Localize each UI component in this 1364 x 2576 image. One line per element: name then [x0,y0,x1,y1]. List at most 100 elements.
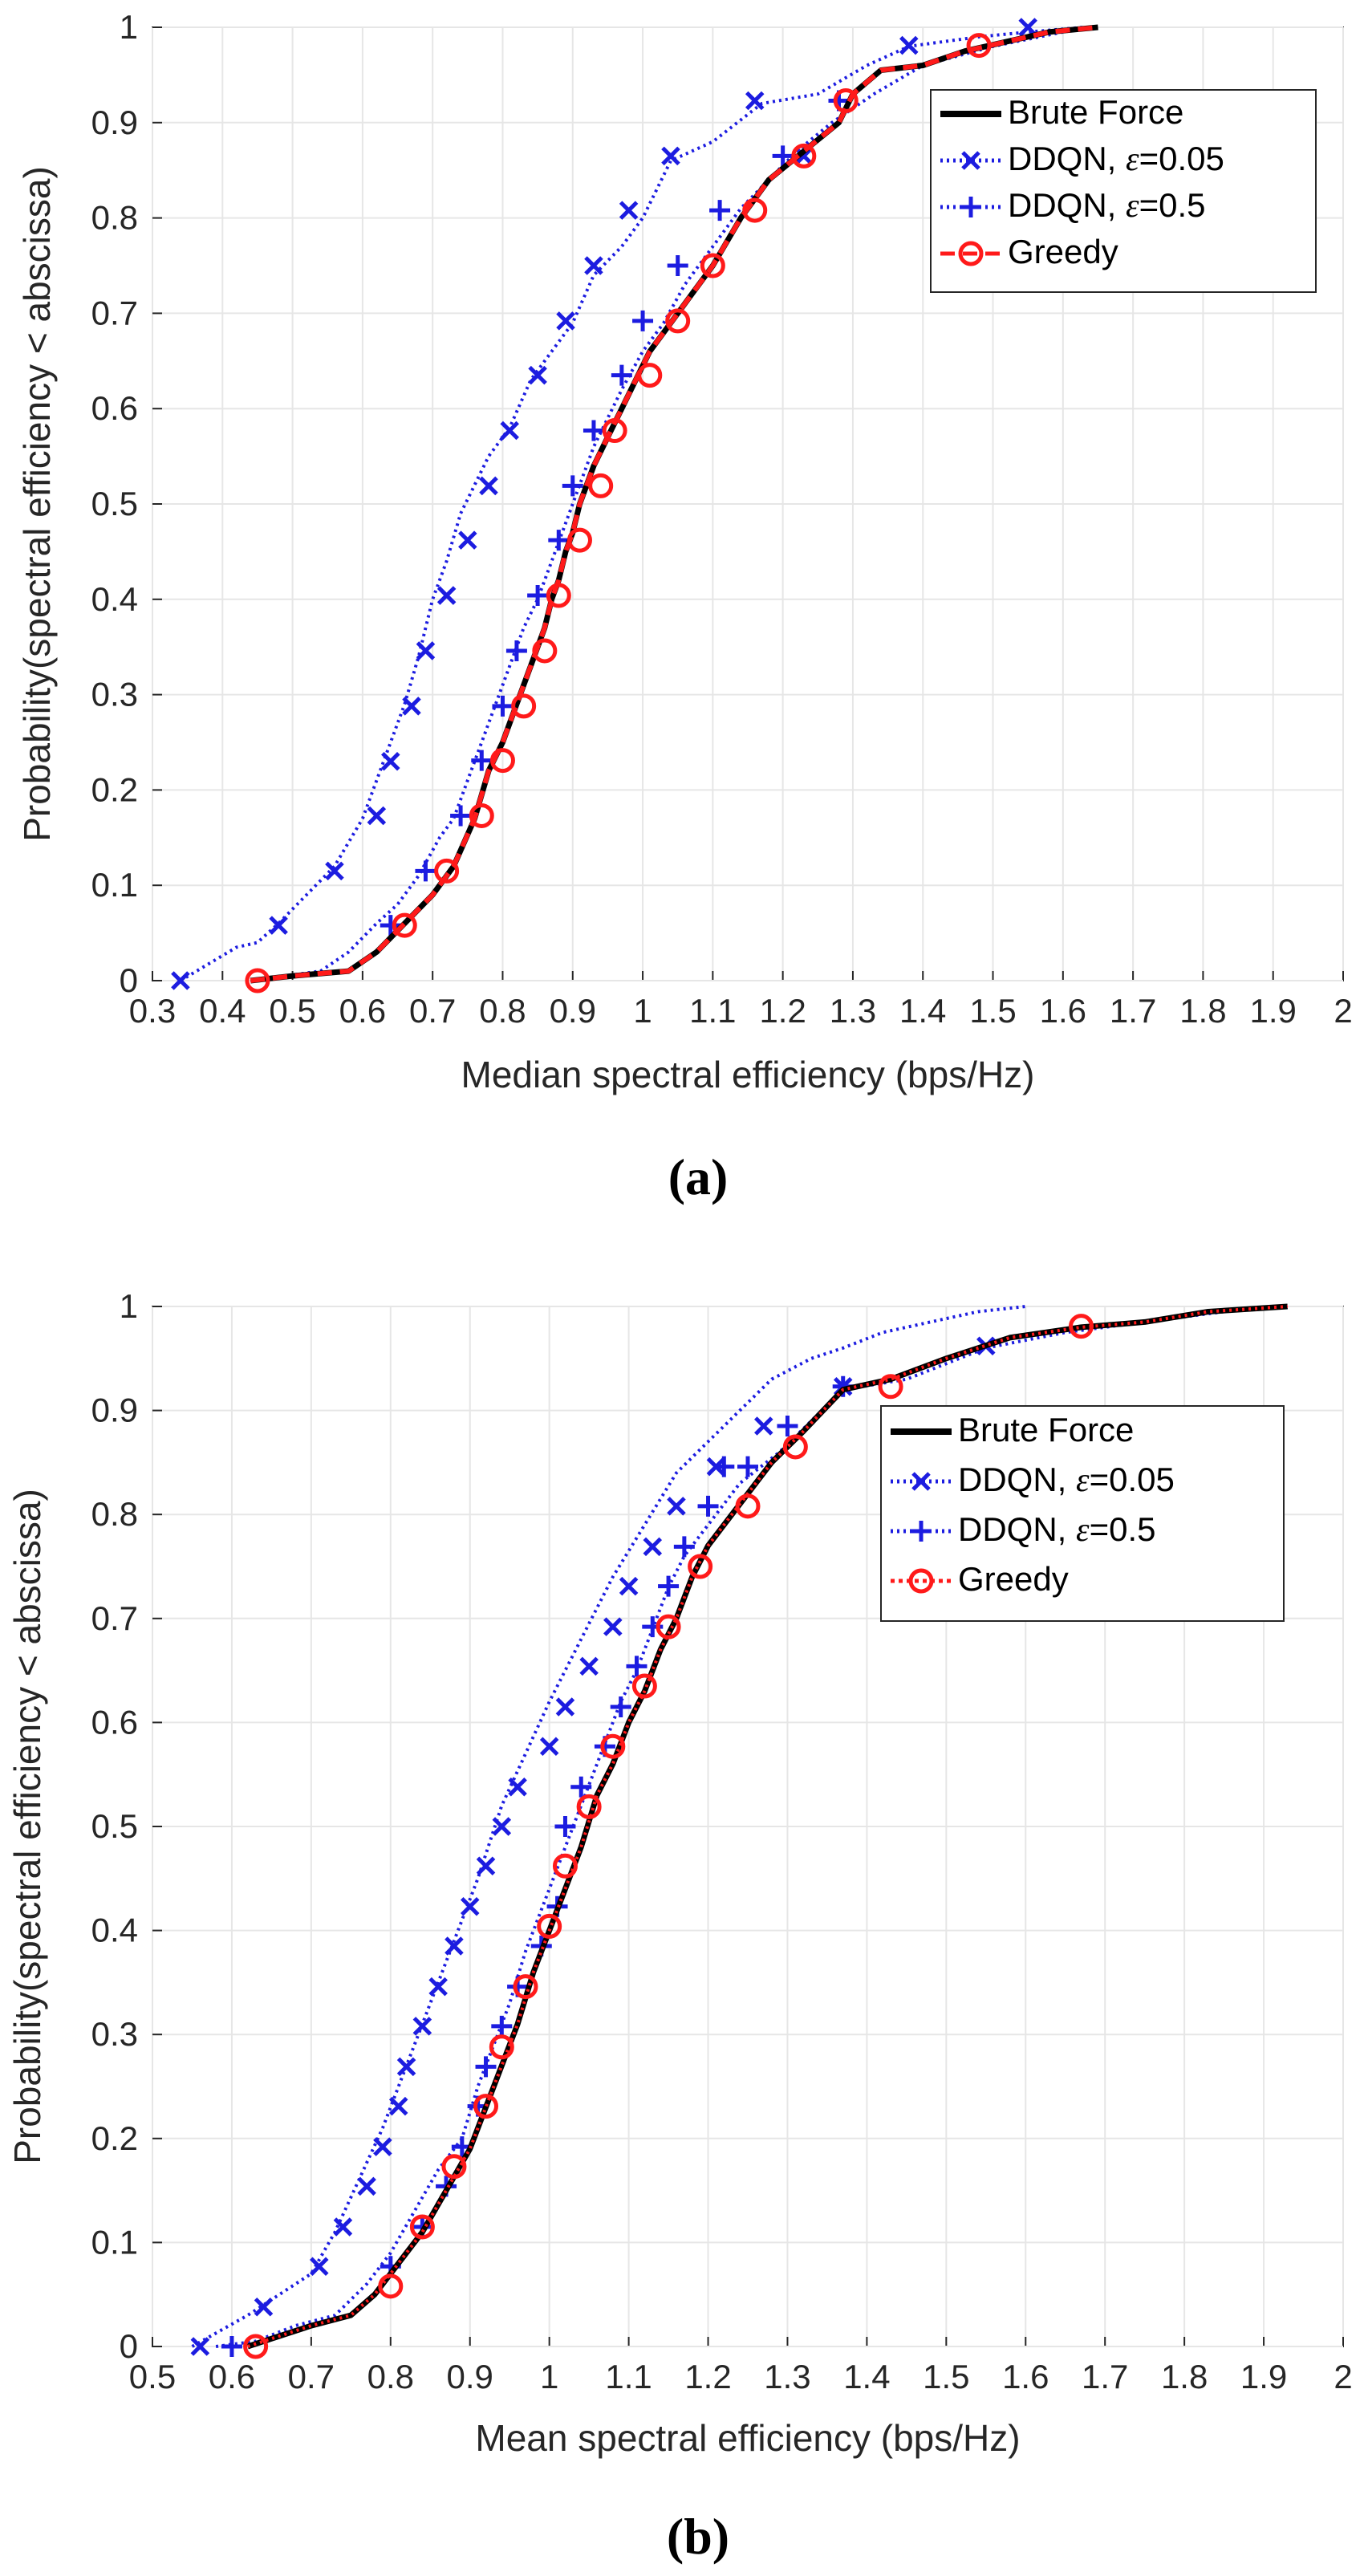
data-point-ddqn005 [899,35,919,55]
data-point-greedy [378,2273,404,2299]
data-point-ddqn05 [777,1416,798,1437]
data-point-ddqn05 [380,915,401,937]
x-tick-label: 0.5 [269,992,315,1030]
data-point-greedy [469,802,494,828]
data-point-ddqn05 [471,750,493,771]
data-point-ddqn005 [579,1656,599,1676]
data-point-greedy [1069,1314,1094,1339]
data-point-ddqn005 [460,1897,480,1916]
gridlines-a [152,26,1344,981]
series-line-ddqn05 [215,1305,1288,2348]
data-point-ddqn05 [611,364,632,386]
legend-label-ddqn005: DDQN, ε=0.05 [1008,140,1224,178]
data-point-greedy [489,2034,514,2060]
data-point-ddqn005 [643,1537,663,1557]
data-point-ddqn05 [415,860,436,882]
data-point-greedy [532,638,558,664]
data-point-greedy [878,1374,903,1400]
x-tick-label: 1.7 [1082,2358,1128,2395]
chart-panel-a: 0.3 0.4 0.5 0.6 0.7 0.8 0.9 1 1.1 1.2 1.3 1.4 1.5 1.6… [16,8,1353,1205]
x-tick-label: 0.6 [339,992,386,1030]
data-point-greedy [735,1493,761,1519]
x-tick-label: 0.7 [288,2358,335,2395]
data-point-ddqn005 [458,530,477,550]
x-tick-label: 1 [633,992,652,1030]
data-point-ddqn05 [583,420,604,441]
x-tick-label: 1.8 [1179,992,1226,1030]
data-point-greedy [392,912,417,938]
x-tick-label: 1.3 [830,992,876,1030]
data-point-ddqn005 [476,1856,496,1876]
data-point-greedy [742,197,768,223]
x-tick-label: 1.3 [764,2358,810,2395]
data-point-ddqn005 [325,861,344,881]
x-tick-label: 1.4 [899,992,946,1030]
x-tick-label: 0.7 [409,992,456,1030]
legend-label-greedy: Greedy [958,1560,1069,1598]
y-tick-label: 0.5 [91,1807,138,1845]
data-point-greedy [243,2334,269,2359]
data-point-ddqn05 [626,1656,647,1677]
data-point-ddqn005 [667,1497,686,1516]
x-tick-label: 2 [1334,2358,1352,2395]
data-point-greedy [588,473,614,498]
x-tick-label: 0.8 [479,992,526,1030]
y-tick-label: 0.6 [91,1703,138,1741]
x-tick-label: 0.3 [129,992,176,1030]
x-tick-label: 1.2 [759,992,806,1030]
data-point-ddqn005 [381,751,400,771]
y-axis-label-a: Probability(spectral efficiency < abscis… [16,166,58,842]
series-layer-b [190,1303,1288,2359]
tick-labels-b: 0.5 0.6 0.7 0.8 0.9 1 1.1 1.2 1.3 1.4 1.5 1.6 1.7 1.8… [91,1287,1353,2395]
y-tick-label: 0.3 [91,676,138,713]
data-point-ddqn005 [754,1416,773,1436]
data-point-ddqn005 [492,1817,512,1836]
data-point-ddqn005 [412,2017,432,2036]
data-point-ddqn005 [402,697,421,716]
data-point-greedy [546,583,571,608]
y-tick-label: 0.1 [91,2223,138,2261]
x-tick-label: 1.6 [1002,2358,1049,2395]
data-point-ddqn005 [619,1576,639,1596]
x-tick-label: 1.1 [605,2358,652,2395]
legend-label-ddqn05: DDQN, ε=0.5 [958,1510,1155,1549]
x-tick-label: 0.4 [199,992,246,1030]
y-tick-label: 0.4 [91,1912,138,1949]
y-tick-label: 0.6 [91,389,138,427]
data-point-ddqn005 [309,2257,329,2276]
data-point-ddqn05 [632,310,654,331]
x-tick-label: 2 [1334,992,1352,1030]
data-point-ddqn05 [221,2336,242,2357]
y-tick-label: 0.7 [91,294,138,331]
data-point-ddqn05 [492,695,514,717]
legend-marker-ddqn05 [911,1521,932,1542]
legend-box-a [930,89,1317,293]
legend-b: Brute Force DDQN, ε=0.05 DDQN, ε=0.5 Greedy [880,1405,1285,1622]
legend-marker-greedy [908,1568,934,1594]
y-tick-label: 1 [120,1287,138,1325]
x-tick-label: 1.4 [843,2358,890,2395]
data-point-ddqn005 [373,2137,392,2156]
data-point-ddqn005 [269,916,288,935]
x-tick-label: 1.9 [1240,2358,1287,2395]
data-point-ddqn005 [416,641,436,660]
data-point-greedy [833,87,859,113]
legend-box-b [880,1405,1285,1622]
x-tick-label: 0.9 [550,992,596,1030]
data-point-ddqn05 [527,585,549,607]
legend-marker-greedy [958,241,984,266]
y-tick-label: 0.8 [91,199,138,237]
data-point-ddqn005 [584,256,603,275]
series-line-brute [246,1303,1288,2350]
data-point-ddqn05 [570,1776,592,1798]
legend-label-ddqn005: DDQN, ε=0.05 [958,1461,1175,1499]
data-point-greedy [552,1853,578,1879]
y-tick-label: 0.4 [91,580,138,618]
data-point-ddqn05 [667,255,688,276]
y-tick-label: 1 [120,8,138,46]
data-point-greedy [782,1434,808,1460]
data-point-greedy [537,1913,562,1939]
data-point-greedy [637,363,663,388]
y-tick-label: 0 [120,2327,138,2365]
